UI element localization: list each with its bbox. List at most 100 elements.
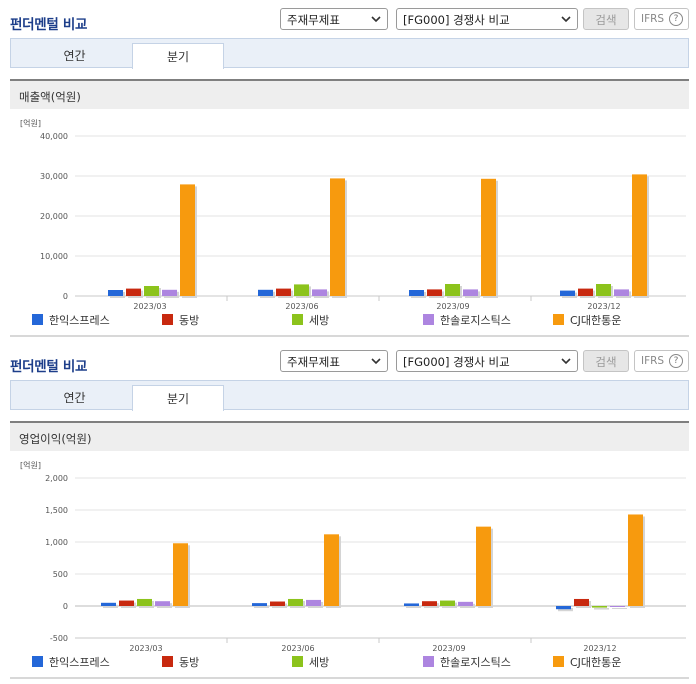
chart-header: 영업이익(억원) <box>10 421 689 451</box>
comparison-value: [FG000] 경쟁사 비교 <box>403 355 510 369</box>
chevron-down-icon <box>561 358 571 365</box>
legend-label: 세방 <box>309 314 330 327</box>
legend-item[interactable]: 한솔로지스틱스 <box>423 654 511 670</box>
bar-세방 <box>288 598 303 606</box>
chevron-down-icon <box>371 358 381 365</box>
legend-item[interactable]: 세방 <box>292 654 329 670</box>
bar-한익스프레스 <box>258 289 273 296</box>
bar-한솔로지스틱스 <box>312 289 327 296</box>
divider <box>10 677 689 679</box>
bar-한익스프레스 <box>108 290 123 296</box>
bar-한솔로지스틱스 <box>463 289 478 296</box>
bar-동방 <box>276 288 291 296</box>
ifrs-label: IFRS <box>641 355 665 367</box>
y-tick-label: 20,000 <box>40 212 68 221</box>
tab-annual[interactable]: 연간 <box>63 49 86 63</box>
legend-label: CJ대한통운 <box>570 656 622 669</box>
y-tick-label: 1,000 <box>45 538 68 547</box>
legend-item[interactable]: CJ대한통운 <box>553 654 621 670</box>
bar-동방 <box>270 601 285 606</box>
y-tick-label: -500 <box>50 634 68 643</box>
statement-type-value: 주재무제표 <box>287 13 340 27</box>
search-button[interactable]: 검색 <box>583 8 629 30</box>
ifrs-help-button[interactable]: IFRS ? <box>634 350 689 372</box>
x-tick-label: 2023/06 <box>281 644 314 652</box>
bar-한솔로지스틱스 <box>614 289 629 296</box>
bar-동방 <box>126 288 141 296</box>
x-tick-label: 2023/12 <box>583 644 616 652</box>
bar-동방 <box>422 601 437 606</box>
legend-swatch <box>292 656 303 667</box>
y-tick-label: 0 <box>63 292 68 301</box>
bar-CJ대한통운 <box>180 184 195 296</box>
legend-item[interactable]: 세방 <box>292 312 329 328</box>
legend-label: 한익스프레스 <box>49 656 110 669</box>
bar-shadow <box>254 605 269 608</box>
bar-CJ대한통운 <box>173 543 188 606</box>
bar-한솔로지스틱스 <box>610 606 625 607</box>
legend-item[interactable]: 한익스프레스 <box>32 654 110 670</box>
legend-swatch <box>162 314 173 325</box>
bar-동방 <box>427 289 442 296</box>
bar-세방 <box>445 284 460 296</box>
tab-quarter[interactable]: 분기 <box>132 43 224 69</box>
bar-한솔로지스틱스 <box>155 601 170 606</box>
section-header: 펀더멘털 비교 주재무제표 [FG000] 경쟁사 비교 검색 IFRS ? <box>0 0 696 38</box>
bar-CJ대한통운 <box>632 174 647 296</box>
period-tabs: 연간 분기 <box>10 38 689 69</box>
statement-type-select[interactable]: 주재무제표 <box>280 350 388 372</box>
legend-swatch <box>292 314 303 325</box>
help-icon: ? <box>669 354 683 368</box>
bar-한익스프레스 <box>101 602 116 606</box>
legend-label: 동방 <box>179 656 200 669</box>
comparison-select[interactable]: [FG000] 경쟁사 비교 <box>396 8 578 30</box>
x-tick-label: 2023/03 <box>129 644 162 652</box>
y-tick-label: 2,000 <box>45 474 68 483</box>
statement-type-select[interactable]: 주재무제표 <box>280 8 388 30</box>
bar-shadow <box>558 608 573 612</box>
legend-item[interactable]: CJ대한통운 <box>553 312 621 328</box>
bar-한솔로지스틱스 <box>306 599 321 606</box>
revenue-chart: [억원] 0 10,000 20,000 30,000 40,000 2023/03 2023… <box>20 118 686 310</box>
y-tick-label: 30,000 <box>40 172 68 181</box>
bar-CJ대한통운 <box>481 178 496 296</box>
bar-세방 <box>592 606 607 608</box>
legend-label: CJ대한통운 <box>570 314 622 327</box>
bar-한솔로지스틱스 <box>162 289 177 296</box>
legend-item[interactable]: 한익스프레스 <box>32 312 110 328</box>
x-tick-label: 2023/03 <box>133 302 166 310</box>
x-tick-label: 2023/06 <box>285 302 318 310</box>
divider <box>10 335 689 337</box>
legend-item[interactable]: 동방 <box>162 654 199 670</box>
ifrs-help-button[interactable]: IFRS ? <box>634 8 689 30</box>
legend-item[interactable]: 한솔로지스틱스 <box>423 312 511 328</box>
bar-세방 <box>294 284 309 296</box>
section-title: 펀더멘털 비교 <box>10 359 88 375</box>
legend-swatch <box>553 656 564 667</box>
statement-type-value: 주재무제표 <box>287 355 340 369</box>
chart-label: 영업이익(억원) <box>19 432 92 446</box>
tab-quarter[interactable]: 분기 <box>132 385 224 411</box>
bar-shadow <box>103 604 118 608</box>
bar-세방 <box>137 598 152 606</box>
comparison-select[interactable]: [FG000] 경쟁사 비교 <box>396 350 578 372</box>
bar-한솔로지스틱스 <box>458 601 473 606</box>
tab-annual[interactable]: 연간 <box>63 391 86 405</box>
bar-CJ대한통운 <box>476 526 491 606</box>
legend-label: 한솔로지스틱스 <box>440 656 511 669</box>
search-button[interactable]: 검색 <box>583 350 629 372</box>
x-tick-label: 2023/09 <box>436 302 469 310</box>
help-icon: ? <box>669 12 683 26</box>
legend-swatch <box>32 314 43 325</box>
bar-CJ대한통운 <box>324 534 339 606</box>
chart-legend: 한익스프레스 동방 세방 한솔로지스틱스 CJ대한통운 <box>0 654 696 672</box>
bar-shadow <box>612 608 627 609</box>
bar-세방 <box>440 600 455 606</box>
legend-label: 세방 <box>309 656 330 669</box>
legend-label: 한익스프레스 <box>49 314 110 327</box>
bar-한익스프레스 <box>560 290 575 296</box>
bar-shadow <box>594 608 609 610</box>
legend-item[interactable]: 동방 <box>162 312 199 328</box>
y-tick-label: 1,500 <box>45 506 68 515</box>
bar-shadow <box>406 605 421 608</box>
